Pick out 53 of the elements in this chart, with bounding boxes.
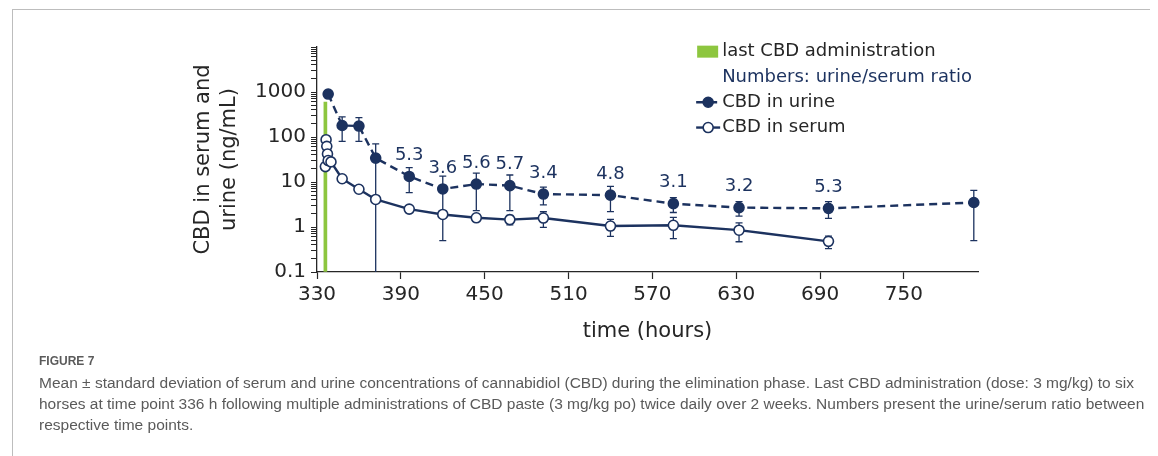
x-tick-label: 390 bbox=[381, 281, 420, 306]
annotation: 5.7 bbox=[495, 152, 525, 174]
y-tick-label: 100 bbox=[267, 123, 306, 148]
annotation: Numbers: urine/serum ratio bbox=[722, 64, 973, 86]
x-tick-label: 330 bbox=[297, 281, 337, 306]
x-tick-label: 750 bbox=[884, 281, 924, 306]
x-tick-label: 630 bbox=[717, 281, 756, 306]
point bbox=[504, 179, 516, 192]
annotation: 3.2 bbox=[724, 174, 754, 196]
x-axis-title: time (hours) bbox=[582, 317, 713, 342]
y-tick-label: 0.1 bbox=[274, 258, 306, 283]
legend-label: CBD in serum bbox=[722, 115, 846, 137]
point bbox=[336, 172, 348, 185]
point bbox=[604, 220, 617, 232]
point bbox=[604, 189, 617, 201]
annotation: 3.6 bbox=[428, 155, 458, 177]
point bbox=[733, 224, 745, 236]
point bbox=[403, 170, 416, 183]
annotation: 3.4 bbox=[529, 160, 558, 182]
annotation: 5.6 bbox=[461, 150, 491, 172]
point bbox=[336, 119, 348, 132]
point bbox=[470, 212, 483, 224]
point bbox=[968, 196, 980, 209]
point bbox=[369, 152, 382, 164]
point bbox=[353, 120, 365, 132]
annotation: 5.3 bbox=[814, 175, 843, 196]
point bbox=[353, 183, 365, 196]
point bbox=[436, 208, 449, 221]
point bbox=[667, 197, 680, 210]
text: Mean ± standard deviation of serum and urine concentrations of cannabidiol (CBD) during the elimination phase. Last CBD administration (dose: 3 mg/kg) to six horses at time point 336 h following multiple administrations of CBD paste (3 mg/kg po) twice daily over 2 weeks. Numbers present the urine/serum ratio between respective time points. bbox=[39, 373, 1146, 435]
point bbox=[537, 188, 550, 200]
point bbox=[436, 183, 449, 195]
x-tick-label: 450 bbox=[465, 281, 504, 306]
legend-label: CBD in urine bbox=[722, 89, 836, 111]
x-tick-label: 510 bbox=[549, 281, 588, 306]
annotation: 4.8 bbox=[596, 161, 625, 183]
point bbox=[537, 212, 550, 224]
y-tick-label: 10 bbox=[280, 168, 306, 193]
annotation: 3.1 bbox=[659, 170, 688, 192]
point bbox=[470, 178, 483, 190]
legend-label: last CBD administration bbox=[722, 39, 936, 61]
y-tick-label: 1000 bbox=[255, 78, 306, 103]
caption: FIGURE 7 bbox=[39, 353, 96, 369]
point bbox=[369, 193, 382, 206]
y-tick-label: 1 bbox=[293, 213, 306, 238]
point bbox=[403, 203, 416, 215]
point bbox=[322, 88, 334, 100]
point bbox=[667, 219, 680, 232]
point bbox=[822, 202, 835, 215]
x-tick-label: 690 bbox=[800, 281, 840, 306]
x-tick-label: 570 bbox=[633, 281, 672, 306]
y-axis-title: CBD in serum and urine (ng/mL) bbox=[189, 64, 240, 255]
annotation: 5.3 bbox=[394, 143, 424, 165]
